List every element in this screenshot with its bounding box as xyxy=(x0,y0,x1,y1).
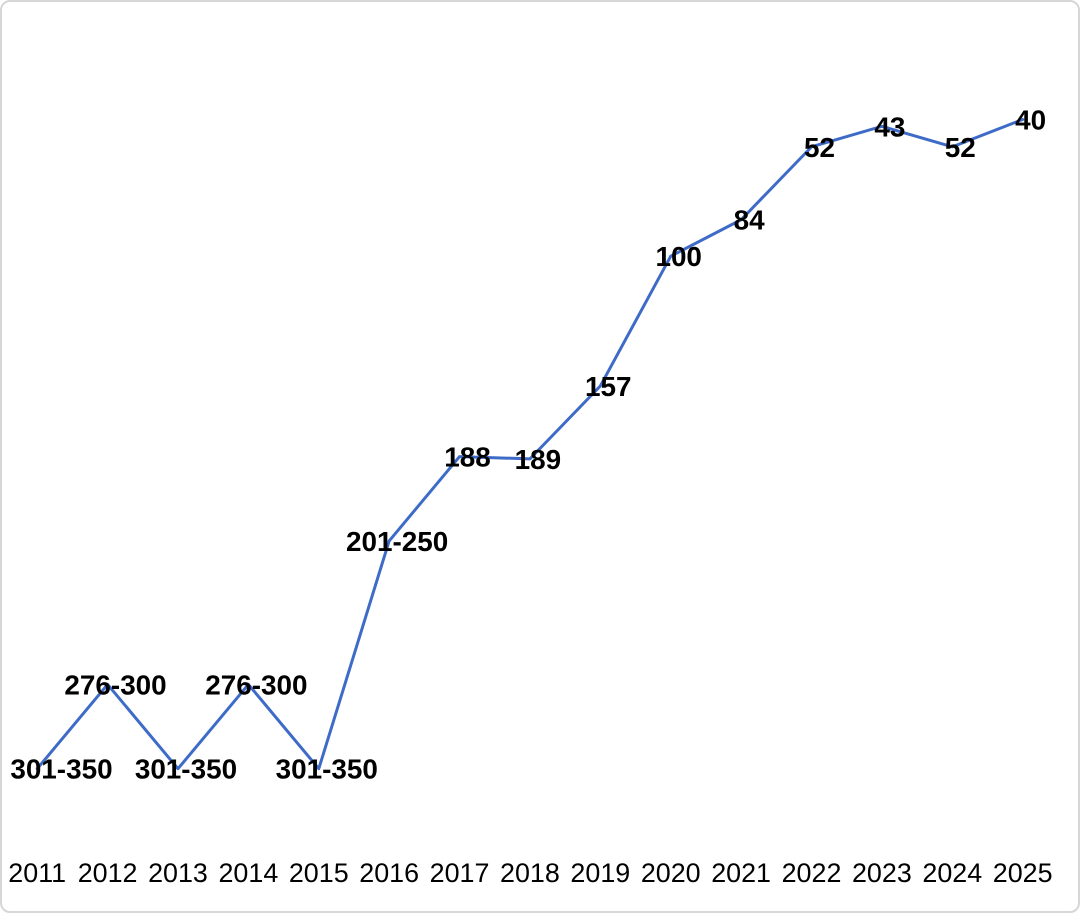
data-label-2018: 189 xyxy=(515,444,561,475)
data-label-2024: 52 xyxy=(945,132,976,163)
x-tick-2022: 2022 xyxy=(782,858,842,888)
data-label-2017: 188 xyxy=(444,442,490,473)
data-label-2020: 100 xyxy=(655,241,701,272)
x-tick-2012: 2012 xyxy=(78,858,138,888)
x-tick-2025: 2025 xyxy=(993,858,1053,888)
data-label-2021: 84 xyxy=(734,205,765,236)
data-label-2014: 276-300 xyxy=(205,669,307,700)
x-tick-2017: 2017 xyxy=(430,858,490,888)
data-label-2016: 201-250 xyxy=(346,526,448,557)
x-tick-2024: 2024 xyxy=(922,858,982,888)
data-label-2022: 52 xyxy=(804,132,835,163)
x-tick-2020: 2020 xyxy=(641,858,701,888)
data-label-2015: 301-350 xyxy=(276,754,378,785)
x-tick-2013: 2013 xyxy=(148,858,208,888)
x-tick-2011: 2011 xyxy=(8,858,66,888)
data-label-2012: 276-300 xyxy=(64,669,166,700)
rank-trend-line xyxy=(35,117,1025,771)
data-label-2013: 301-350 xyxy=(135,754,237,785)
data-label-2025: 40 xyxy=(1015,104,1046,135)
x-tick-2023: 2023 xyxy=(852,858,912,888)
data-label-2011: 301-350 xyxy=(10,754,112,785)
data-label-2023: 43 xyxy=(874,111,905,142)
x-tick-2019: 2019 xyxy=(570,858,630,888)
data-label-2019: 157 xyxy=(585,371,631,402)
x-tick-2021: 2021 xyxy=(711,858,771,888)
x-tick-2016: 2016 xyxy=(359,858,419,888)
x-tick-2018: 2018 xyxy=(500,858,560,888)
x-tick-2014: 2014 xyxy=(218,858,278,888)
x-tick-2015: 2015 xyxy=(289,858,349,888)
